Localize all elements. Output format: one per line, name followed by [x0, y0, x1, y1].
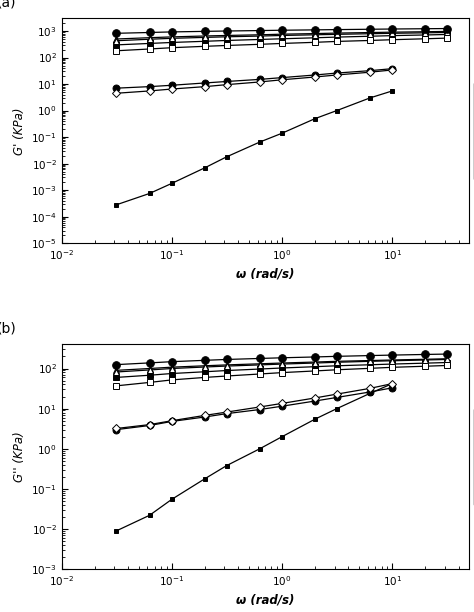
Y-axis label: G'' (KPa): G'' (KPa)	[13, 431, 26, 482]
Y-axis label: G' (KPa): G' (KPa)	[13, 107, 26, 154]
X-axis label: ω (rad/s): ω (rad/s)	[236, 267, 295, 280]
Text: (b): (b)	[0, 321, 16, 335]
X-axis label: ω (rad/s): ω (rad/s)	[236, 594, 295, 606]
Text: (a): (a)	[0, 0, 16, 9]
